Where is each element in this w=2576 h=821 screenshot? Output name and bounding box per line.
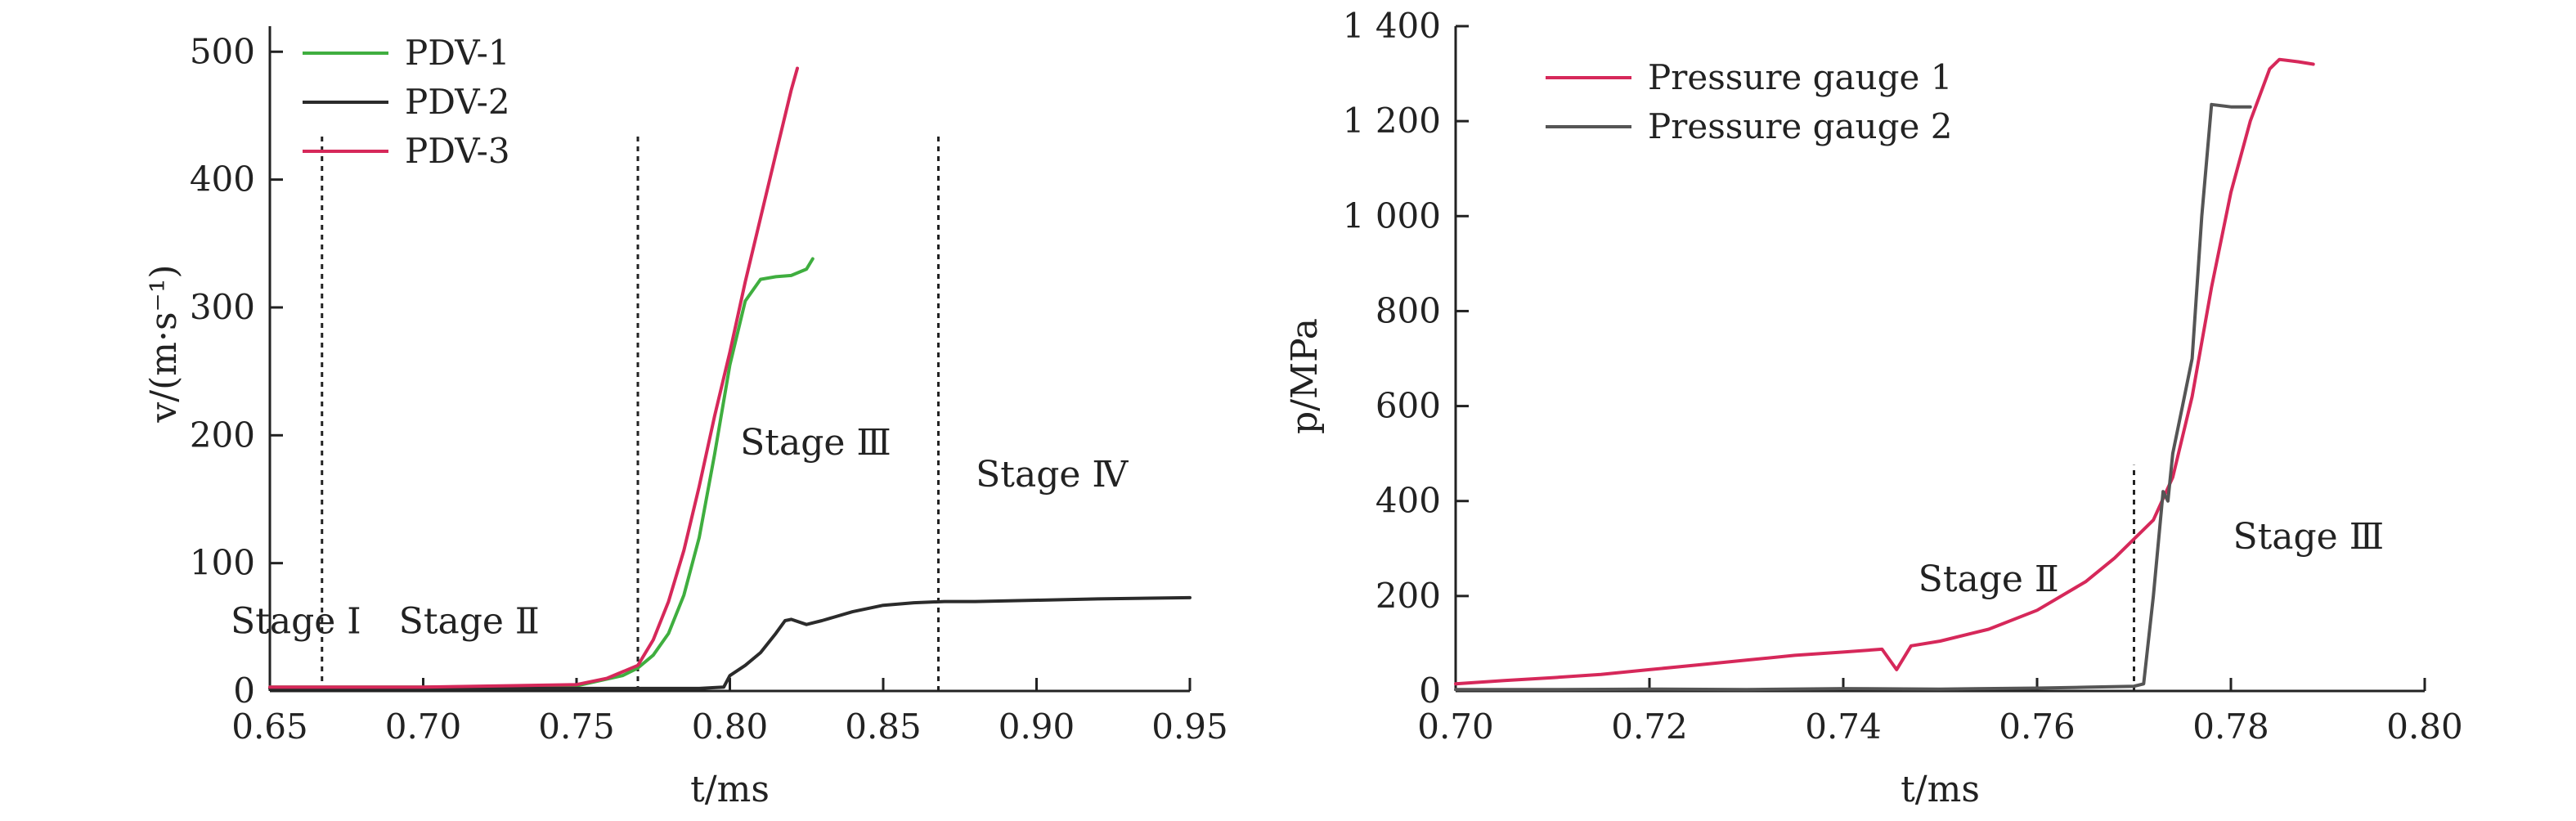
- y-tick-label: 600: [1376, 386, 1441, 426]
- y-axis-title: p/MPa: [1284, 318, 1326, 434]
- stage-label: Stage Ⅲ: [2233, 516, 2384, 558]
- chart-panel-2: 0.70 0.72 0.74 0.76 0.78 0.80 0 200 400 600 800 1 0…: [1284, 6, 2463, 810]
- legend-label: Pressure gauge 2: [1648, 106, 1952, 146]
- y-tick-label: 1 200: [1343, 101, 1441, 141]
- x-tick-label: 0.75: [538, 707, 615, 747]
- y-tick-label: 100: [190, 543, 255, 583]
- x-tick-label: 0.85: [845, 707, 922, 747]
- x-axis-title: t/ms: [690, 769, 770, 810]
- legend-label: PDV-3: [405, 131, 510, 171]
- x-tick-label: 0.80: [692, 707, 769, 747]
- y-tick-label: 800: [1376, 290, 1441, 330]
- x-tick-label: 0.90: [999, 707, 1075, 747]
- x-tick-label: 0.76: [1999, 707, 2076, 747]
- y-tick-label: 300: [190, 287, 255, 327]
- chart-panel-1: 0.65 0.70 0.75 0.80 0.85 0.90 0.95 0 100 200 300 40…: [143, 26, 1228, 810]
- x-axis-title: t/ms: [1901, 769, 1980, 810]
- y-tick-label: 0: [233, 671, 255, 711]
- x-tick-label: 0.74: [1805, 707, 1882, 747]
- y-tick-label: 400: [190, 159, 255, 200]
- x-tick-label: 0.70: [1417, 707, 1494, 747]
- series-line-2: [1454, 102, 2252, 692]
- stage-label: Stage Ⅲ: [740, 422, 891, 464]
- y-tick-label: 400: [1376, 481, 1441, 521]
- series-line-3: [268, 66, 799, 689]
- x-tick-label: 0.95: [1151, 707, 1228, 747]
- y-tick-label: 0: [1419, 671, 1441, 711]
- y-tick-label: 1 000: [1343, 195, 1441, 236]
- y-tick-label: 200: [190, 415, 255, 455]
- y-tick-label: 1 400: [1343, 6, 1441, 46]
- stage-label: Stage Ⅱ: [399, 601, 540, 643]
- legend-label: PDV-2: [405, 82, 510, 122]
- stage-label: Stage Ⅱ: [1919, 559, 2059, 600]
- y-axis-title: v/(m·s⁻¹): [143, 264, 185, 423]
- series-line-1: [1454, 57, 2315, 686]
- series-line-2: [268, 595, 1192, 690]
- x-tick-label: 0.80: [2386, 707, 2463, 747]
- x-tick-label: 0.65: [231, 707, 308, 747]
- y-tick-label: 500: [190, 31, 255, 71]
- stage-label: Stage Ⅳ: [976, 454, 1129, 496]
- x-tick-label: 0.78: [2192, 707, 2269, 747]
- legend-label: PDV-1: [405, 33, 510, 73]
- stage-label: Stage Ⅰ: [231, 601, 361, 643]
- x-tick-label: 0.70: [385, 707, 462, 747]
- y-tick-label: 200: [1376, 576, 1441, 616]
- legend-label: Pressure gauge 1: [1648, 57, 1952, 97]
- x-tick-label: 0.72: [1611, 707, 1688, 747]
